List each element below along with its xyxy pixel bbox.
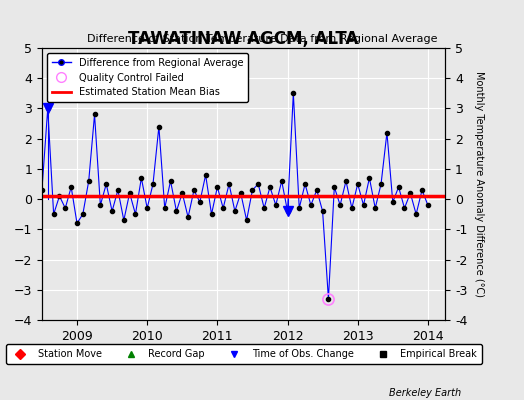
Title: TAWATINAW AGCM, ALTA: TAWATINAW AGCM, ALTA	[128, 30, 359, 48]
Legend: Station Move, Record Gap, Time of Obs. Change, Empirical Break: Station Move, Record Gap, Time of Obs. C…	[6, 344, 482, 364]
Text: Difference of Station Temperature Data from Regional Average: Difference of Station Temperature Data f…	[87, 34, 437, 44]
Y-axis label: Monthly Temperature Anomaly Difference (°C): Monthly Temperature Anomaly Difference (…	[474, 71, 484, 297]
Text: Berkeley Earth: Berkeley Earth	[389, 388, 461, 398]
